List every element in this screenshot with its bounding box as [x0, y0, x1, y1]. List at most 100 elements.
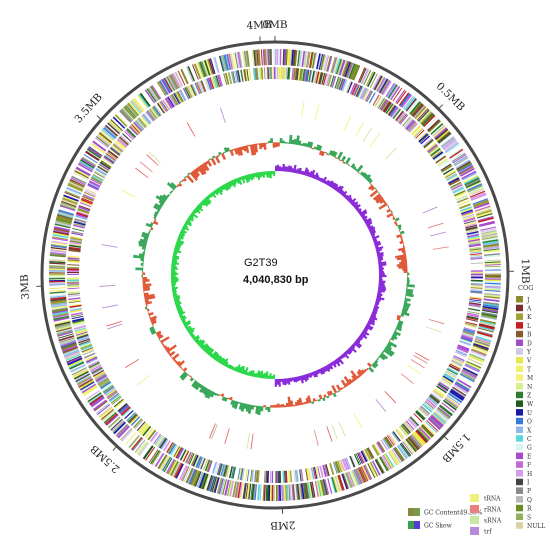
gene-mark	[104, 155, 115, 164]
gene-mark	[341, 79, 348, 92]
gene-mark	[216, 477, 223, 494]
gene-mark	[319, 72, 324, 85]
gene-mark	[193, 63, 202, 80]
gc-skew-bar	[340, 354, 345, 359]
gene-mark	[337, 77, 342, 90]
gene-mark	[252, 67, 256, 81]
gene-mark	[406, 99, 419, 113]
gene-mark	[202, 60, 210, 77]
gc-content-bar	[361, 369, 366, 374]
gene-mark	[78, 378, 94, 388]
gc-content-bar	[181, 179, 185, 183]
gene-mark	[79, 202, 92, 208]
gc-content-bar	[238, 402, 244, 410]
gc-skew-bar	[377, 260, 382, 263]
gene-mark	[460, 337, 473, 343]
gene-mark	[105, 414, 119, 426]
gc-skew-bar	[368, 318, 376, 324]
ncrna-mark	[224, 428, 230, 444]
gene-mark	[203, 79, 209, 91]
gc-skew-bar	[374, 301, 380, 305]
gene-mark	[81, 347, 94, 353]
gene-mark	[49, 272, 66, 274]
gene-mark	[200, 80, 207, 93]
gene-mark	[147, 429, 157, 441]
gene-mark	[69, 237, 83, 242]
gene-mark	[266, 484, 270, 501]
gene-mark	[337, 59, 345, 76]
gene-mark	[473, 341, 490, 349]
gene-mark	[80, 198, 93, 205]
gc-content-bar	[356, 371, 362, 377]
gc-skew-bar	[175, 303, 181, 308]
gene-mark	[157, 436, 166, 448]
gene-mark	[394, 446, 405, 461]
gene-mark	[288, 49, 291, 66]
gene-mark	[278, 484, 282, 501]
gene-mark	[395, 429, 404, 440]
gene-mark	[57, 330, 74, 337]
gc-content-bar	[277, 142, 280, 147]
gene-mark	[52, 233, 69, 239]
gene-mark	[476, 213, 493, 219]
gene-mark	[72, 224, 85, 229]
gene-mark	[75, 373, 91, 383]
gene-mark	[450, 183, 463, 190]
gene-mark	[211, 461, 218, 474]
gene-mark	[62, 197, 78, 205]
gene-mark	[330, 477, 336, 493]
gc-skew-bar	[308, 372, 313, 378]
gc-skew-bar	[227, 364, 232, 369]
gc-skew-bar	[202, 344, 209, 352]
gene-mark	[470, 271, 483, 274]
gene-mark	[385, 82, 396, 98]
gene-mark	[431, 150, 443, 160]
gene-mark	[94, 372, 106, 380]
gc-skew-bar	[371, 312, 377, 316]
gene-mark	[131, 437, 144, 451]
gene-mark	[158, 455, 169, 470]
gene-mark	[466, 232, 479, 237]
gc-skew-bar	[174, 301, 182, 306]
gene-mark	[52, 313, 69, 319]
gene-mark	[289, 484, 293, 501]
gene-mark	[317, 466, 321, 479]
gene-mark	[427, 397, 438, 406]
gene-mark	[303, 482, 308, 499]
gene-mark	[352, 83, 359, 96]
gene-mark	[100, 381, 112, 390]
gc-skew-bar	[298, 167, 302, 175]
gene-mark	[469, 246, 482, 250]
gene-mark	[98, 378, 110, 387]
gc-content-bar	[145, 304, 148, 308]
gene-mark	[372, 74, 382, 90]
gc-skew-bar	[335, 358, 341, 364]
gene-mark	[396, 428, 405, 439]
gene-mark	[417, 109, 430, 122]
gene-mark	[49, 274, 66, 277]
gene-mark	[156, 102, 166, 114]
gene-mark	[221, 464, 226, 477]
ncrna-mark	[186, 122, 196, 137]
gc-skew-bar	[189, 332, 194, 337]
gene-mark	[55, 325, 72, 331]
gene-mark	[452, 185, 464, 193]
gc-skew-bar	[205, 346, 212, 354]
gene-mark	[230, 71, 236, 84]
gene-mark	[187, 452, 194, 464]
gc-content-bar	[158, 338, 161, 342]
gene-mark	[429, 394, 441, 403]
gene-mark	[470, 257, 483, 260]
cog-swatch	[516, 330, 523, 338]
gene-mark	[413, 432, 425, 446]
gene-mark	[182, 450, 190, 463]
gene-mark	[250, 483, 254, 500]
gc-content-bar	[159, 203, 164, 208]
gene-mark	[207, 77, 214, 90]
gene-mark	[376, 97, 384, 108]
gene-mark	[389, 450, 400, 465]
gene-mark	[75, 329, 88, 335]
gene-mark	[217, 74, 222, 87]
gene-mark	[305, 468, 309, 481]
gene-mark	[484, 254, 501, 258]
